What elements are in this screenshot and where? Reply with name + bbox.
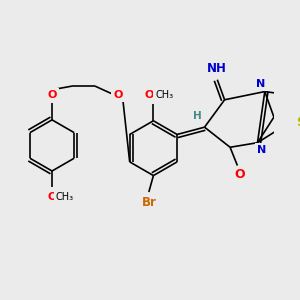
Text: S: S [296, 116, 300, 129]
Text: O: O [113, 90, 122, 100]
Text: H: H [193, 111, 202, 121]
Text: NH: NH [207, 62, 227, 75]
Text: Br: Br [141, 196, 156, 208]
Text: CH₃: CH₃ [155, 90, 173, 100]
Text: O: O [144, 90, 154, 100]
Text: N: N [256, 79, 265, 89]
Text: O: O [47, 192, 57, 202]
Text: CH₃: CH₃ [56, 192, 74, 202]
Text: N: N [257, 145, 267, 155]
Text: O: O [47, 90, 57, 100]
Text: O: O [234, 168, 244, 181]
